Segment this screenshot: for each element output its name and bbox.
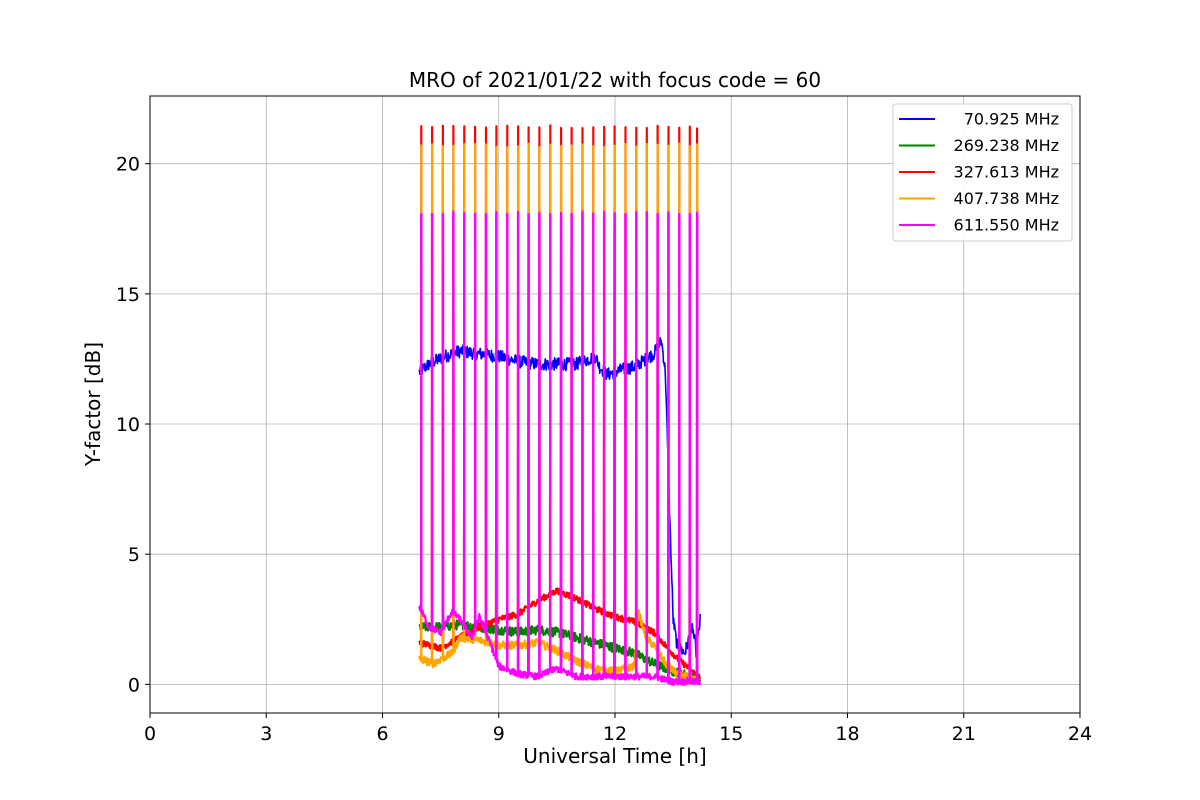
x-tick-label: 0 — [144, 723, 156, 745]
x-tick-label: 3 — [260, 723, 272, 745]
y-tick-label: 5 — [128, 544, 140, 566]
y-tick-label: 20 — [116, 154, 140, 176]
legend: 70.925 MHz 269.238 MHz 327.613 MHz 407.738 … — [892, 103, 1073, 242]
y-tick-label: 15 — [116, 284, 140, 306]
series-line-70925 — [418, 336, 701, 658]
x-tick-label: 18 — [835, 723, 859, 745]
legend-entry-label: 327.613 MHz — [954, 163, 1059, 182]
chart-title: MRO of 2021/01/22 with focus code = 60 — [409, 68, 821, 92]
y-tick-label: 10 — [116, 414, 140, 436]
legend-entry-label: 407.738 MHz — [954, 189, 1059, 208]
legend-entry-label: 611.550 MHz — [954, 216, 1059, 235]
x-tick-label: 21 — [952, 723, 976, 745]
x-tick-label: 12 — [603, 723, 627, 745]
x-tick-label: 9 — [493, 723, 505, 745]
x-tick-label: 15 — [719, 723, 743, 745]
y-axis-label: Y-factor [dB] — [81, 342, 105, 467]
axis-ticks: 0 3 6 9 12 15 18 21 24 0 5 10 15 20 — [116, 154, 1092, 745]
legend-entry-label: 269.238 MHz — [954, 136, 1059, 155]
x-tick-label: 6 — [376, 723, 388, 745]
legend-entry-label: 70.925 MHz — [964, 110, 1059, 129]
x-tick-label: 24 — [1068, 723, 1092, 745]
x-axis-label: Universal Time [h] — [523, 744, 706, 768]
plot-data — [418, 124, 702, 686]
legend-box — [892, 103, 1073, 242]
y-tick-label: 0 — [128, 674, 140, 696]
